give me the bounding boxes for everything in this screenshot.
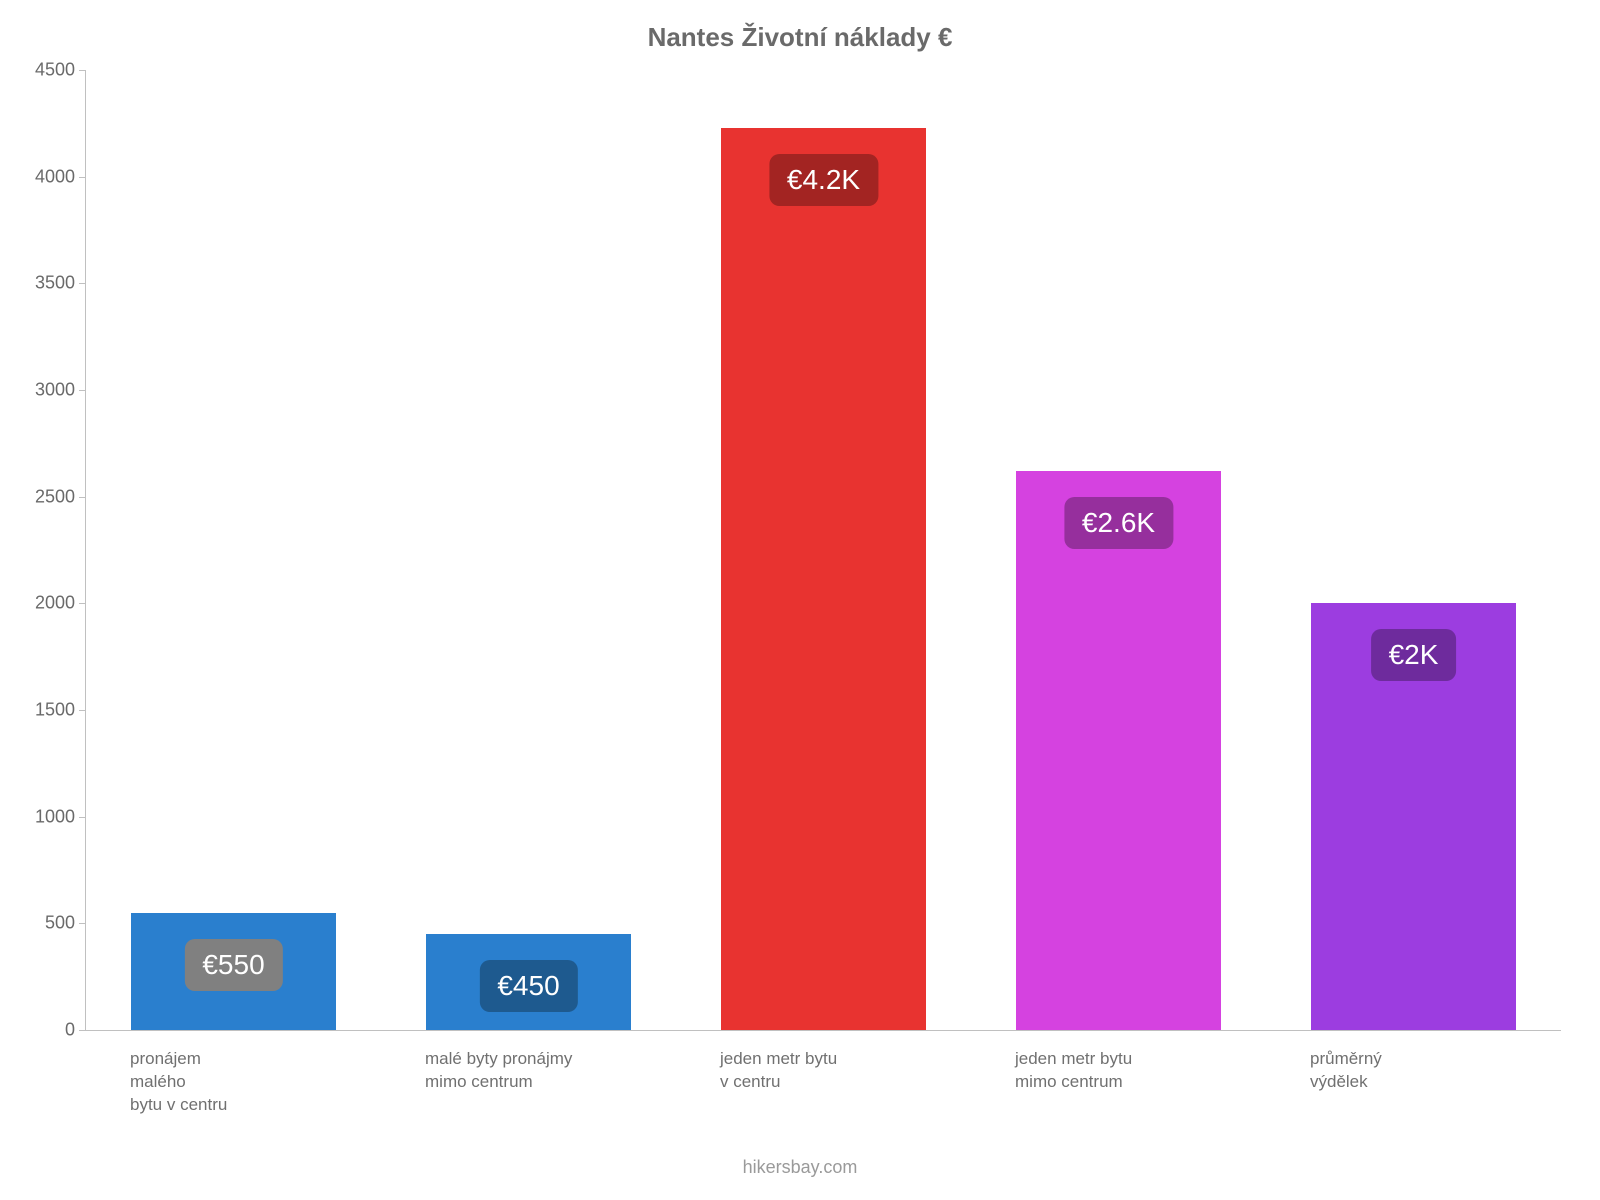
y-axis-tick-label: 3500 [5, 273, 75, 294]
x-axis-category-label-line: jeden metr bytu [720, 1048, 837, 1071]
chart-bar: €2K [1311, 603, 1516, 1030]
y-axis-tick-mark [79, 70, 85, 71]
x-axis-category-label-line: mimo centrum [425, 1071, 572, 1094]
y-axis-tick-label: 1000 [5, 806, 75, 827]
x-axis-category-label-line: pronájem [130, 1048, 227, 1071]
chart-container: Nantes Životní náklady € €550 €450 €4.2K €2… [0, 0, 1600, 1200]
y-axis-tick-mark [79, 817, 85, 818]
y-axis-tick-mark [79, 1030, 85, 1031]
x-axis-category-label: jeden metr bytuv centru [720, 1048, 837, 1094]
chart-bar: €2.6K [1016, 471, 1221, 1030]
x-axis-category-label-line: výdělek [1310, 1071, 1382, 1094]
y-axis-tick-label: 1500 [5, 700, 75, 721]
x-axis-category-label-line: bytu v centru [130, 1094, 227, 1117]
y-axis-tick-mark [79, 923, 85, 924]
y-axis-tick-label: 2000 [5, 593, 75, 614]
x-axis-category-label: malé byty pronájmymimo centrum [425, 1048, 572, 1094]
y-axis-tick-mark [79, 710, 85, 711]
y-axis-tick-label: 2500 [5, 486, 75, 507]
x-axis-category-label-line: malé byty pronájmy [425, 1048, 572, 1071]
y-axis-tick-mark [79, 603, 85, 604]
chart-bar: €4.2K [721, 128, 926, 1030]
x-axis-category-label-line: jeden metr bytu [1015, 1048, 1132, 1071]
bar-value-badge: €2.6K [1064, 497, 1173, 549]
y-axis-tick-label: 0 [5, 1020, 75, 1041]
y-axis-tick-mark [79, 390, 85, 391]
y-axis-tick-mark [79, 497, 85, 498]
bar-value-badge: €550 [184, 939, 282, 991]
x-axis-category-label-line: malého [130, 1071, 227, 1094]
plot-area: €550 €450 €4.2K €2.6K €2K [85, 70, 1561, 1031]
x-axis-category-label-line: mimo centrum [1015, 1071, 1132, 1094]
attribution-text: hikersbay.com [0, 1157, 1600, 1178]
x-axis-category-label: pronájemmaléhobytu v centru [130, 1048, 227, 1117]
x-axis-category-label: jeden metr bytumimo centrum [1015, 1048, 1132, 1094]
x-axis-category-label-line: v centru [720, 1071, 837, 1094]
y-axis-tick-mark [79, 177, 85, 178]
y-axis-tick-mark [79, 283, 85, 284]
chart-bar: €550 [131, 913, 336, 1030]
bar-value-badge: €4.2K [769, 154, 878, 206]
y-axis-tick-label: 4500 [5, 60, 75, 81]
chart-bar: €450 [426, 934, 631, 1030]
y-axis-tick-label: 500 [5, 913, 75, 934]
y-axis-tick-label: 3000 [5, 380, 75, 401]
bar-value-badge: €2K [1371, 629, 1457, 681]
chart-title: Nantes Životní náklady € [0, 22, 1600, 53]
y-axis-tick-label: 4000 [5, 166, 75, 187]
x-axis-category-label-line: průměrný [1310, 1048, 1382, 1071]
x-axis-category-label: průměrnývýdělek [1310, 1048, 1382, 1094]
bar-value-badge: €450 [479, 960, 577, 1012]
